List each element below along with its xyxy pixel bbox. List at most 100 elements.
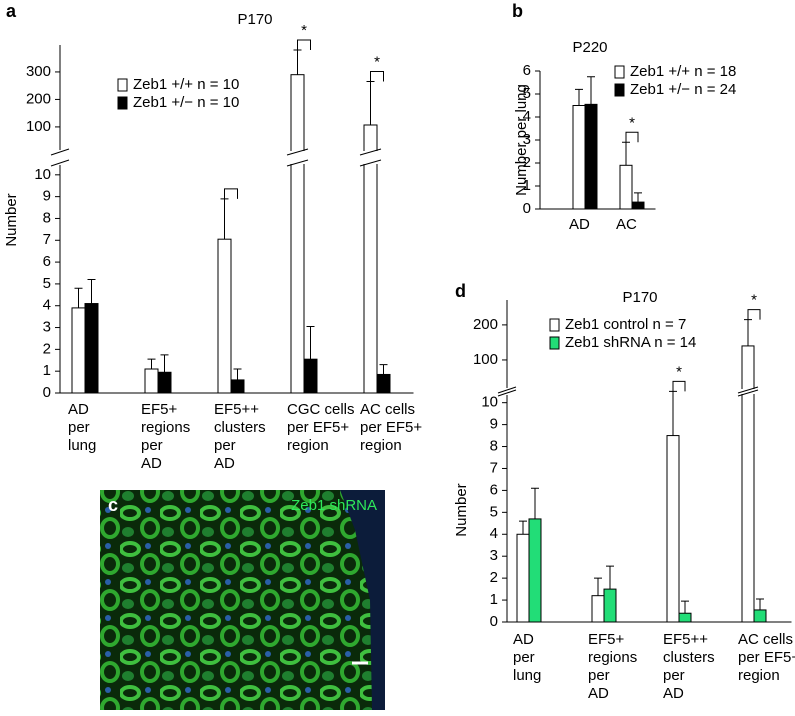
error-bar xyxy=(233,368,242,380)
x-tick-label: per EF5+ xyxy=(360,419,422,436)
error-bar xyxy=(306,325,315,360)
y-tick-label: 0 xyxy=(523,200,531,217)
bar xyxy=(376,373,391,394)
bar xyxy=(157,371,172,394)
axis-break xyxy=(497,389,517,397)
bar xyxy=(753,609,767,623)
legend-swatch xyxy=(614,65,625,79)
significance-label: * xyxy=(374,54,380,71)
x-tick-label: region xyxy=(360,437,402,454)
x-tick-label: region xyxy=(287,437,329,454)
y-tick-label: 2 xyxy=(490,569,498,586)
x-tick-label: AC xyxy=(616,216,637,233)
panel-label: c xyxy=(108,495,118,515)
significance-label: * xyxy=(301,22,307,39)
y-tick-label: 1 xyxy=(43,362,51,379)
bar xyxy=(71,307,86,394)
y-tick-label: 100 xyxy=(473,351,498,368)
bar-break-gap xyxy=(740,389,756,394)
bar xyxy=(584,103,598,210)
y-tick-label: 10 xyxy=(481,394,498,411)
x-tick-label: AD xyxy=(588,685,609,702)
significance-bracket xyxy=(672,380,686,392)
significance-bracket xyxy=(370,71,384,82)
y-tick-label: 5 xyxy=(490,503,498,520)
error-bar xyxy=(366,81,375,125)
x-tick-label: region xyxy=(738,667,780,684)
panel-label: d xyxy=(455,281,466,301)
bar xyxy=(290,74,305,394)
significance-bracket xyxy=(297,39,311,50)
legend-label: Zeb1 control n = 7 xyxy=(565,316,686,333)
y-tick-label: 7 xyxy=(43,231,51,248)
panel-label: b xyxy=(512,1,523,21)
legend-label: Zeb1 +/− n = 10 xyxy=(133,94,239,111)
error-bar xyxy=(293,49,302,75)
y-tick-label: 200 xyxy=(473,316,498,333)
x-tick-label: lung xyxy=(513,667,541,684)
x-tick-label: EF5+ xyxy=(588,631,625,648)
y-axis-label: Number xyxy=(453,483,470,536)
error-bar xyxy=(669,390,677,436)
legend-label: Zeb1 +/+ n = 10 xyxy=(133,76,239,93)
x-tick-label: EF5+ xyxy=(141,401,178,418)
y-tick-label: 6 xyxy=(490,481,498,498)
x-tick-label: per xyxy=(663,667,685,684)
bar xyxy=(84,303,99,394)
x-tick-label: per xyxy=(141,437,163,454)
y-tick-label: 0 xyxy=(43,384,51,401)
error-bar xyxy=(87,279,96,304)
x-tick-label: CGC cells xyxy=(287,401,355,418)
legend-swatch xyxy=(117,78,128,92)
y-tick-label: 10 xyxy=(34,166,51,183)
y-tick-label: 6 xyxy=(523,62,531,79)
error-bar xyxy=(634,192,642,203)
legend-swatch xyxy=(549,318,560,332)
x-tick-label: per EF5+ xyxy=(738,649,795,666)
y-tick-label: 200 xyxy=(26,90,51,107)
panel: b P220 Number per lung 0 1 2 3 4 5 6 AD AC Zeb1 +/+ … xyxy=(512,1,736,233)
x-tick-label: AD xyxy=(141,455,162,472)
y-tick-label: 2 xyxy=(523,154,531,171)
significance-label: * xyxy=(676,363,682,380)
error-bar xyxy=(594,577,602,596)
x-tick-label: per xyxy=(68,419,90,436)
bar-break xyxy=(286,148,309,156)
bar xyxy=(528,518,542,623)
error-bar xyxy=(587,76,595,105)
panel-label: a xyxy=(6,1,17,21)
image-panel: c Zeb1 shRNA xyxy=(100,490,385,710)
bar xyxy=(363,124,378,394)
panel: a P170Number012345678910100200300ADperlun… xyxy=(3,1,422,472)
x-tick-label: AD xyxy=(513,631,534,648)
x-tick-label: regions xyxy=(141,419,190,436)
bar xyxy=(230,379,245,394)
x-tick-label: AD xyxy=(214,455,235,472)
tissue-edge xyxy=(340,490,385,710)
bar-break xyxy=(359,148,382,156)
x-tick-label: regions xyxy=(588,649,637,666)
error-bar xyxy=(74,287,83,308)
y-tick-label: 2 xyxy=(43,340,51,357)
bar xyxy=(678,612,692,623)
error-bar xyxy=(379,364,388,375)
bar xyxy=(619,164,633,210)
bar-break-gap xyxy=(362,151,379,164)
y-tick-label: 9 xyxy=(490,416,498,433)
micrograph xyxy=(100,490,385,710)
y-tick-label: 4 xyxy=(523,108,531,125)
error-bar xyxy=(744,319,752,346)
error-bar xyxy=(575,88,583,106)
error-bar xyxy=(622,141,630,166)
x-tick-label: clusters xyxy=(214,419,266,436)
error-bar xyxy=(160,354,169,373)
significance-bracket xyxy=(747,309,761,320)
bar xyxy=(741,345,755,623)
y-tick-label: 1 xyxy=(523,177,531,194)
y-tick-label: 8 xyxy=(490,438,498,455)
chart-title: P170 xyxy=(622,289,657,306)
bar xyxy=(603,588,617,623)
x-tick-label: per xyxy=(214,437,236,454)
bar xyxy=(303,358,318,394)
